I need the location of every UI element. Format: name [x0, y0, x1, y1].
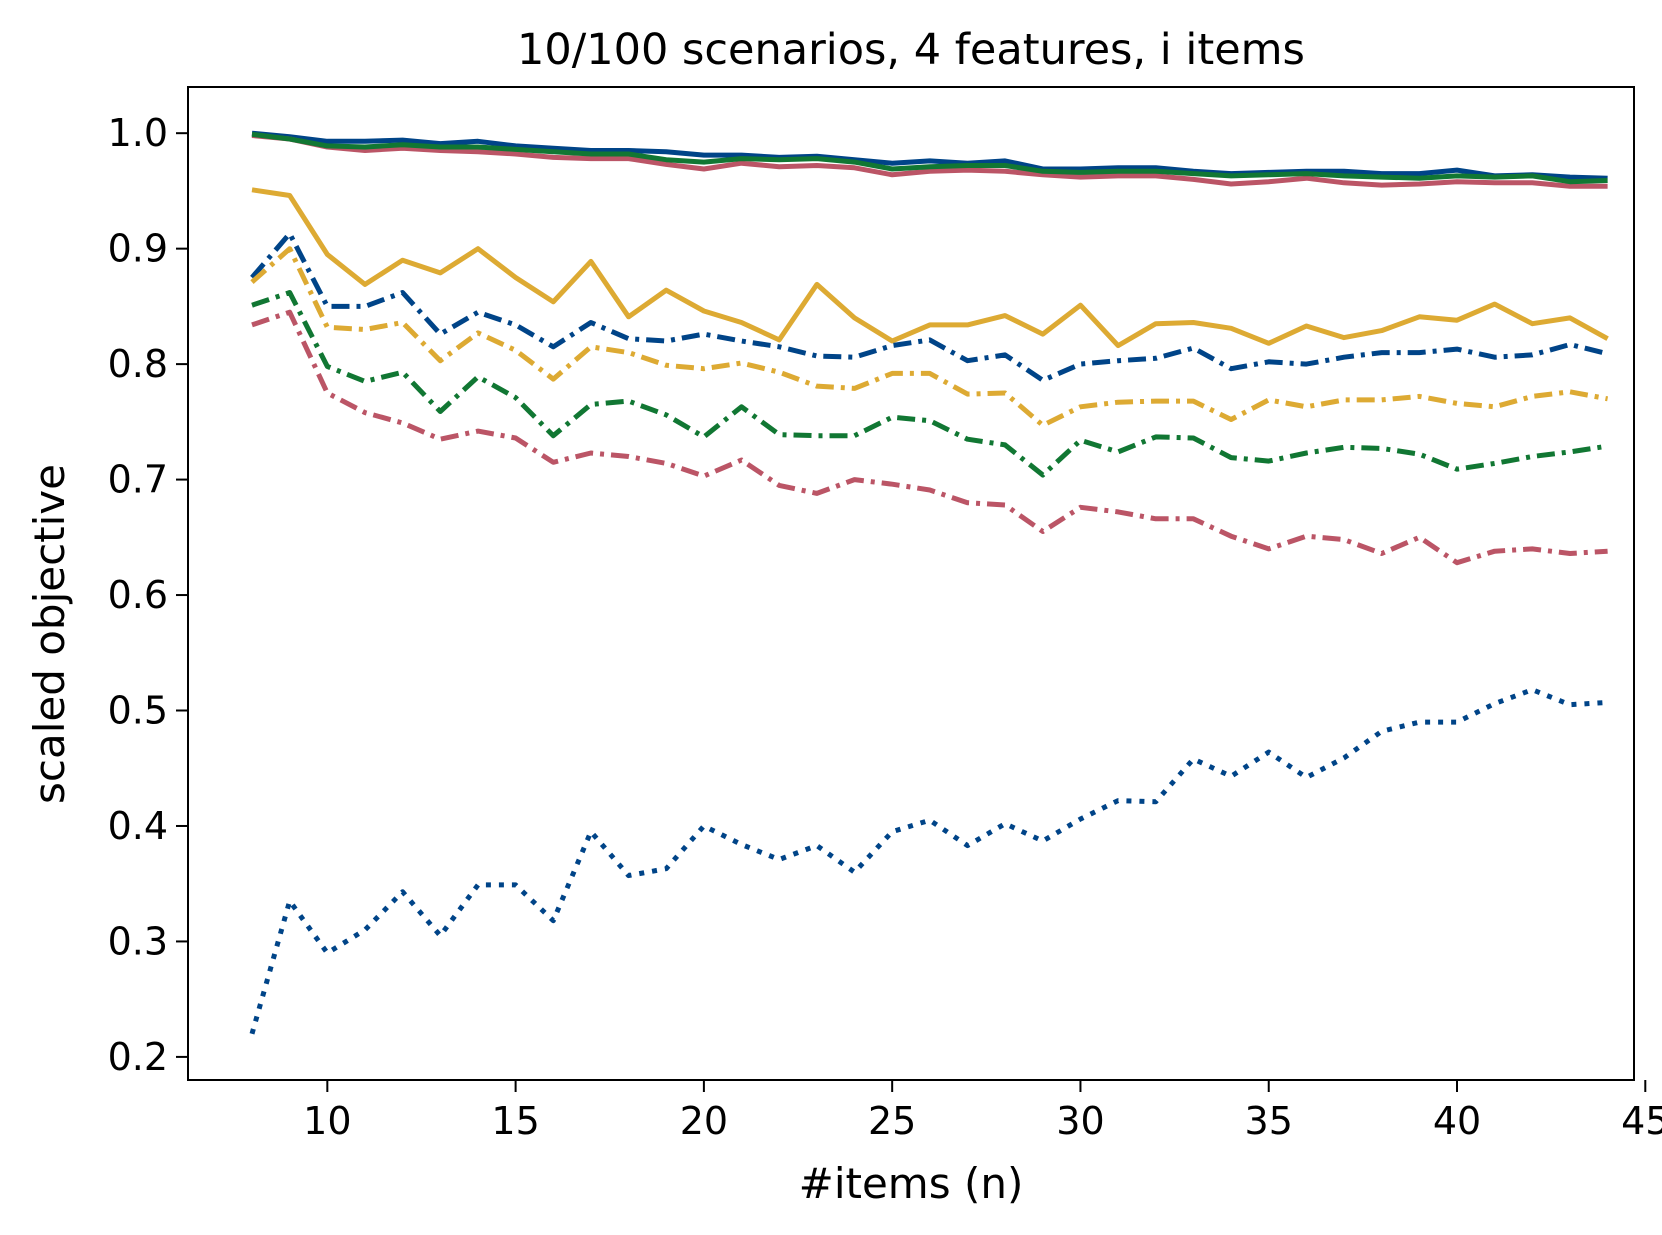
plot-frame	[187, 86, 1635, 1081]
x-tick-label: 30	[1056, 1099, 1104, 1143]
series-line-4	[250, 231, 1609, 383]
x-tick-label: 15	[491, 1099, 539, 1143]
x-tick-label: 25	[868, 1099, 916, 1143]
series-line-3	[251, 187, 1609, 349]
series-line-1	[251, 133, 1608, 189]
y-tick-label: 0.9	[108, 227, 168, 271]
x-tick-label: 40	[1433, 1099, 1481, 1143]
series-line-5	[250, 246, 1609, 428]
y-tick-label: 0.4	[108, 804, 168, 848]
x-tick-label: 45	[1621, 1099, 1662, 1143]
chart-title: 10/100 scenarios, 4 features, i items	[517, 25, 1305, 75]
y-tick-label: 0.2	[108, 1035, 168, 1079]
x-axis-title: #items (n)	[799, 1159, 1024, 1208]
y-tick-label: 1.0	[108, 111, 168, 155]
series-layer	[249, 130, 1609, 1035]
y-tick-label: 0.5	[108, 689, 168, 733]
series-line-0	[251, 130, 1608, 181]
series-line-8	[249, 687, 1608, 1035]
ticks-layer: 10 15 20 25 30 35 40 45 0.2 0.3 0.4 0.5 0.6 0.7 0.8 0.9…	[108, 111, 1662, 1143]
series-line-2	[251, 131, 1608, 185]
x-tick-label: 20	[680, 1099, 728, 1143]
y-axis-title: scaled objective	[25, 464, 74, 804]
x-tick-label: 35	[1245, 1099, 1293, 1143]
y-tick-label: 0.7	[108, 458, 168, 502]
x-tick-label: 10	[303, 1099, 351, 1143]
y-tick-label: 0.6	[108, 573, 168, 617]
y-tick-label: 0.3	[108, 919, 168, 963]
y-tick-label: 0.8	[108, 342, 168, 386]
series-line-7	[251, 309, 1608, 566]
